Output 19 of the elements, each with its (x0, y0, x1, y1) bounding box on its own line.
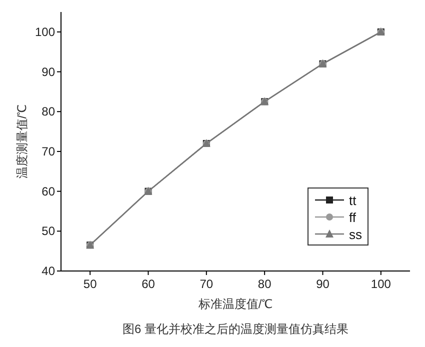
y-tick-label: 90 (42, 64, 56, 79)
legend-label: tt (349, 193, 357, 208)
y-tick-label: 50 (42, 224, 56, 238)
x-tick-label: 70 (200, 277, 214, 291)
y-tick-label: 100 (34, 24, 56, 39)
legend-label: ff (349, 210, 356, 225)
y-axis-title: 温度测量值/℃ (15, 104, 29, 179)
x-tick-label: 100 (370, 277, 392, 291)
x-axis-title: 标准温度值/℃ (197, 297, 273, 311)
x-tick-label: 80 (258, 277, 272, 291)
y-tick-label: 40 (42, 264, 56, 278)
legend-label: ss (349, 227, 362, 242)
x-tick-label: 90 (316, 277, 330, 291)
x-tick-label: 60 (142, 277, 156, 291)
caption: 图6 量化并校准之后的温度测量值仿真结果 (122, 322, 349, 336)
y-tick-label: 60 (42, 184, 56, 198)
x-tick-label: 50 (83, 277, 98, 291)
y-tick-label: 80 (42, 104, 56, 119)
y-tick-label: 70 (42, 144, 56, 158)
